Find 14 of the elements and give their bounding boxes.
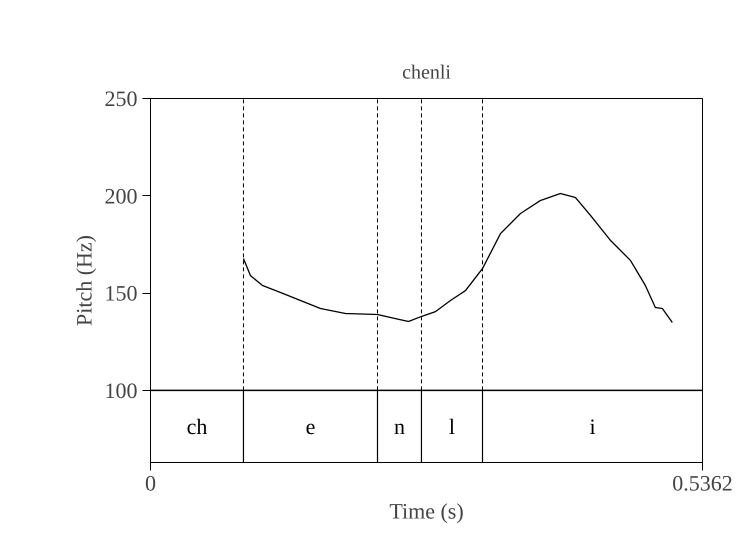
y-tick-label: 250 xyxy=(104,86,138,111)
x-axis-title: Time (s) xyxy=(389,498,464,524)
x-tick-label: 0 xyxy=(145,470,156,496)
y-tick-label: 100 xyxy=(104,378,138,403)
text: i xyxy=(589,414,596,439)
text: n xyxy=(394,414,405,439)
y-axis-title: Pitch (Hz) xyxy=(72,234,96,326)
text: e xyxy=(306,414,316,439)
text: ch xyxy=(186,414,208,439)
y-tick-label: 200 xyxy=(104,183,138,208)
x-tick-label: 0.5362 xyxy=(672,470,733,496)
chart-title: chenli xyxy=(402,62,452,84)
y-tick-label: 150 xyxy=(104,280,138,306)
text: l xyxy=(448,414,456,439)
